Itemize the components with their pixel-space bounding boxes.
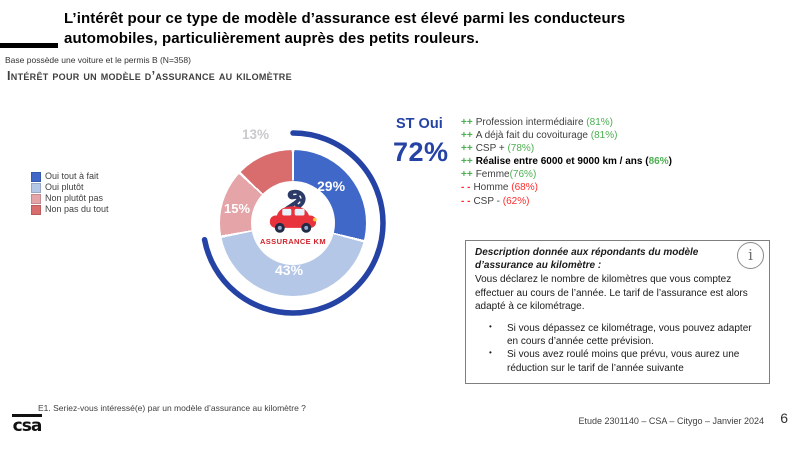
csa-logo: csa [12, 414, 42, 436]
description-box: i Description donnée aux répondants du m… [465, 240, 770, 384]
st-oui-value: 72% [393, 137, 449, 167]
list-item: - - Homme (68%) [461, 181, 672, 194]
list-item: ++ Profession intermédiaire (81%) [461, 116, 672, 129]
driver-label: Réalise entre 6000 et 9000 km / ans ( [475, 156, 649, 168]
driver-value: (78%) [507, 143, 535, 155]
donut-center: ASSURANCE KM [251, 181, 335, 265]
legend-item: Non plutôt pas [31, 194, 109, 204]
st-oui-arc-circle [200, 130, 386, 316]
legend-item: Oui tout à fait [31, 172, 109, 182]
donut-center-label: ASSURANCE KM [259, 237, 327, 246]
segment-label-oui-tout-a-fait: 29% [317, 178, 346, 194]
car-window-front [294, 208, 305, 216]
car-road-illustration [269, 189, 317, 233]
list-item: ++ Femme(76%) [461, 168, 672, 181]
list-item: ++ Réalise entre 6000 et 9000 km / ans (8… [461, 155, 672, 168]
st-oui-arc [200, 130, 386, 316]
driver-label: Homme [473, 182, 512, 194]
info-icon: i [737, 242, 764, 269]
page-number: 6 [780, 410, 788, 426]
subgroup-results-list: ++ Profession intermédiaire (81%) ++ A déj… [461, 116, 672, 208]
sample-base-note: Base possède une voiture et le permis B … [5, 55, 191, 65]
segment-label-non-plutot-pas: 15% [224, 201, 251, 216]
positive-marker: ++ [461, 156, 473, 168]
car-window-rear [282, 208, 292, 216]
driver-value: (68%) [511, 182, 538, 194]
legend-item: Non pas du tout [31, 205, 109, 215]
legend-item: Oui plutôt [31, 183, 109, 193]
list-item: ++ CSP + (78%) [461, 142, 672, 155]
title-accent-bar [0, 43, 58, 48]
driver-label: CSP + [475, 143, 508, 155]
legend-swatch-oui-plutot [31, 183, 41, 193]
legend-label: Oui tout à fait [45, 171, 99, 182]
segment-label-non-pas-du-tout: 13% [242, 127, 270, 142]
car-wheel-rear-hub [277, 225, 282, 230]
bullet-item: Si vous avez roulé moins que prévu, vous… [489, 348, 759, 374]
driver-label: CSP - [473, 195, 503, 207]
driver-label: A déjà fait du covoiturage [475, 130, 591, 142]
description-title: Description donnée aux répondants du mod… [475, 247, 699, 272]
driver-label: Profession intermédiaire [475, 117, 587, 128]
section-header: Intérêt pour un modèle d’assurance au ki… [7, 69, 292, 83]
negative-marker: - - [461, 182, 471, 194]
st-oui-label: ST Oui [396, 116, 443, 132]
bullet-item: Si vous dépassez ce kilométrage, vous po… [489, 322, 759, 348]
list-item: - - CSP - (62%) [461, 195, 672, 208]
positive-marker: ++ [461, 169, 473, 181]
description-bullets: Si vous dépassez ce kilométrage, vous po… [475, 322, 759, 375]
legend-swatch-non-pas-du-tout [31, 205, 41, 215]
car-headlight [313, 217, 317, 222]
legend-swatch-non-plutot-pas [31, 194, 41, 204]
description-body: Vous déclarez le nombre de kilomètres qu… [475, 274, 748, 312]
study-reference: Etude 2301140 – CSA – Citygo – Janvier 2… [578, 416, 764, 426]
driver-label: Femme [475, 169, 510, 181]
legend-label: Non pas du tout [45, 204, 109, 215]
driver-value: (81%) [586, 117, 613, 128]
legend-label: Non plutôt pas [45, 193, 104, 204]
driver-value: (62%) [502, 195, 530, 207]
positive-marker: ++ [461, 117, 473, 128]
car-wheel-front-hub [304, 225, 309, 230]
positive-marker: ++ [461, 143, 473, 155]
question-wording: E1. Seriez-vous intéressé(e) par un modè… [38, 403, 306, 413]
negative-marker: - - [461, 195, 471, 207]
segment-label-oui-plutot: 43% [275, 262, 304, 278]
list-item: ++ A déjà fait du covoiturage (81%) [461, 129, 672, 142]
positive-marker: ++ [461, 130, 473, 142]
driver-value: (76%) [509, 169, 537, 181]
slide-title: L’intérêt pour ce type de modèle d’assur… [64, 10, 626, 47]
driver-value: (81%) [590, 130, 618, 142]
chart-legend: Oui tout à fait Oui plutôt Non plutôt pa… [31, 172, 109, 215]
driver-suffix: ) [668, 156, 672, 168]
legend-swatch-oui-tout-a-fait [31, 172, 41, 182]
legend-label: Oui plutôt [45, 182, 84, 193]
driver-value: 86% [648, 156, 669, 168]
